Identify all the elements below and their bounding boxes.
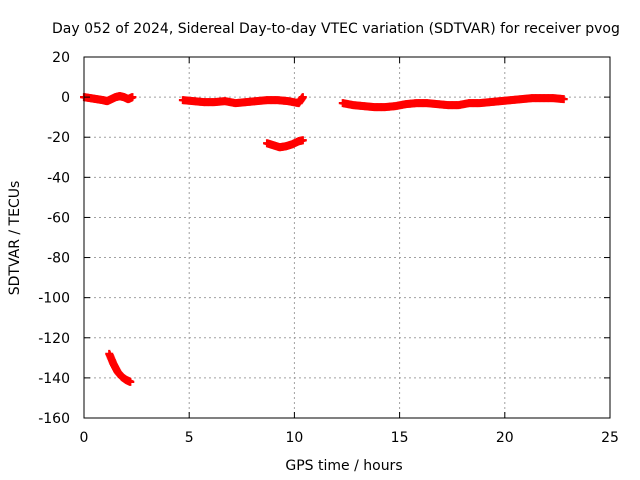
tick-labels: 0 5 10 15 20 25 20 0 -20 -40 -60 -80 -100 -120 -140 -16… [38,50,619,446]
x-tick-label: 0 [80,430,89,446]
x-tick-label: 25 [601,430,619,446]
series-3 [178,93,307,108]
x-tick-label: 20 [496,430,514,446]
x-tick-label: 10 [285,430,303,446]
y-tick-label: -160 [38,411,70,427]
x-axis-label: GPS time / hours [285,458,402,474]
data-point [298,93,307,102]
series-5 [338,94,568,112]
grid-lines [84,57,610,418]
x-tick-label: 5 [185,430,194,446]
data-points [80,92,568,386]
x-tick-label: 15 [391,430,409,446]
data-point [559,95,568,104]
plot-frame [83,56,611,419]
y-tick-label: -100 [38,291,70,307]
plot-border [83,56,611,419]
y-tick-label: 20 [52,50,70,66]
y-axis-label: SDTVAR / TECUs [7,181,23,296]
y-tick-label: -40 [47,170,70,186]
y-tick-label: -60 [47,210,70,226]
series-1 [80,92,137,106]
data-point [126,377,135,386]
data-point [128,93,137,102]
y-tick-label: -80 [47,251,70,267]
series-2 [105,349,135,386]
chart-title: Day 052 of 2024, Sidereal Day-to-day VTE… [52,21,620,37]
y-tick-label: -120 [38,331,70,347]
y-tick-label: 0 [61,90,70,106]
data-point [298,136,307,145]
y-tick-label: -140 [38,371,70,387]
series-4 [263,136,307,152]
y-tick-label: -20 [47,130,70,146]
